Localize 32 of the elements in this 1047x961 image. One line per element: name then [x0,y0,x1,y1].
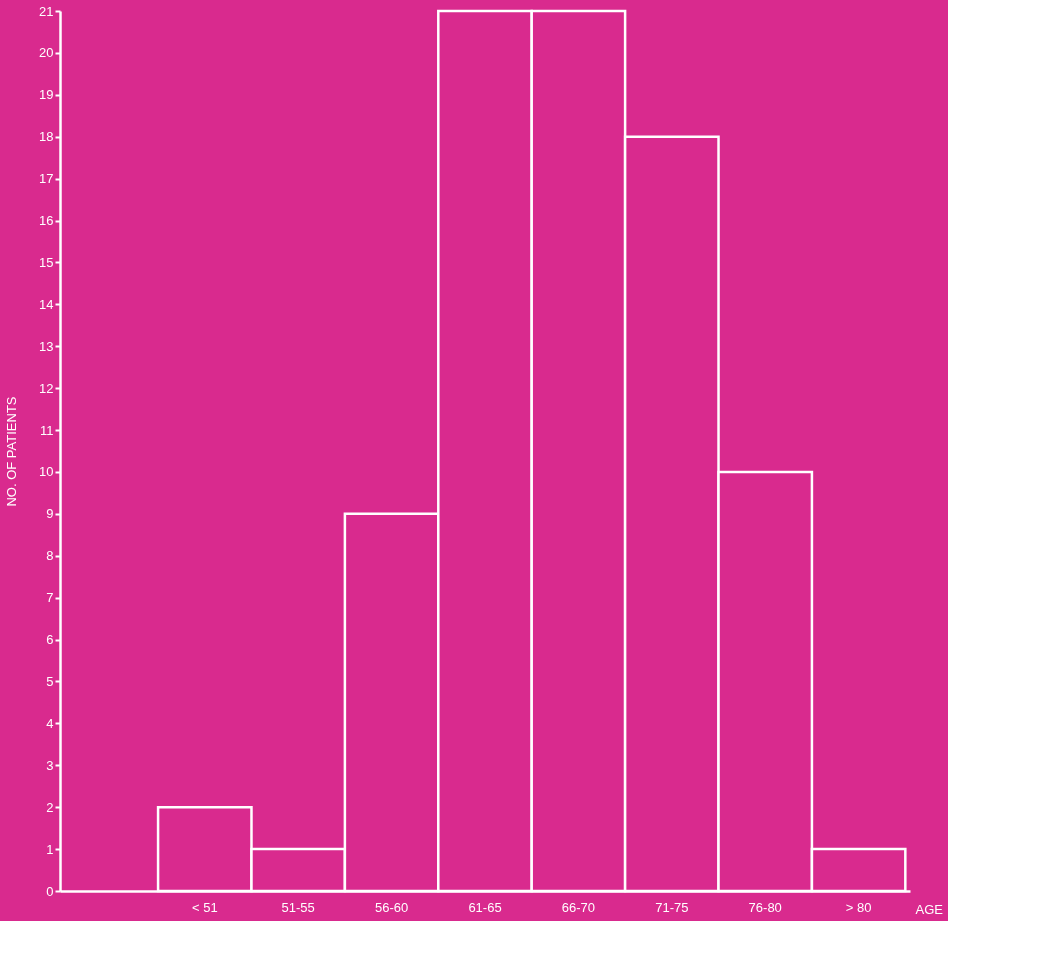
y-tick-label: 11 [40,422,54,438]
y-tick-label: 9 [46,506,54,522]
y-tick-label: 12 [39,380,54,396]
y-tick-label: 5 [46,673,54,689]
y-tick-label: 20 [39,45,54,61]
y-tick-label: 4 [46,715,54,731]
x-axis-title: AGE [915,901,944,917]
x-tick-label: 61-65 [468,899,502,915]
y-tick-label: 3 [46,757,54,773]
y-tick-label: 18 [39,129,54,145]
x-tick-label: 76-80 [748,899,782,915]
x-tick-label: 71-75 [655,899,689,915]
y-tick-label: 6 [46,632,54,648]
y-tick-label: 7 [46,590,54,606]
y-tick-label: 14 [39,296,54,312]
y-tick-label: 1 [46,841,54,857]
y-axis-title: NO. OF PATIENTS [4,396,20,507]
y-tick-label: 17 [39,171,54,187]
x-tick-label: 51-55 [281,899,315,915]
y-tick-label: 2 [46,799,54,815]
x-tick-label: 66-70 [561,899,596,915]
y-tick-label: 16 [39,213,54,229]
y-tick-label: 10 [39,464,54,480]
x-tick-label: < 51 [191,899,218,915]
y-tick-label: 13 [39,338,54,354]
y-tick-label: 0 [46,883,54,899]
y-tick-label: 8 [46,548,54,564]
y-tick-label: 15 [39,254,54,270]
x-tick-label: > 80 [845,899,872,915]
y-tick-label: 19 [39,87,54,103]
x-tick-label: 56-60 [374,899,409,915]
y-tick-label: 21 [39,3,54,19]
